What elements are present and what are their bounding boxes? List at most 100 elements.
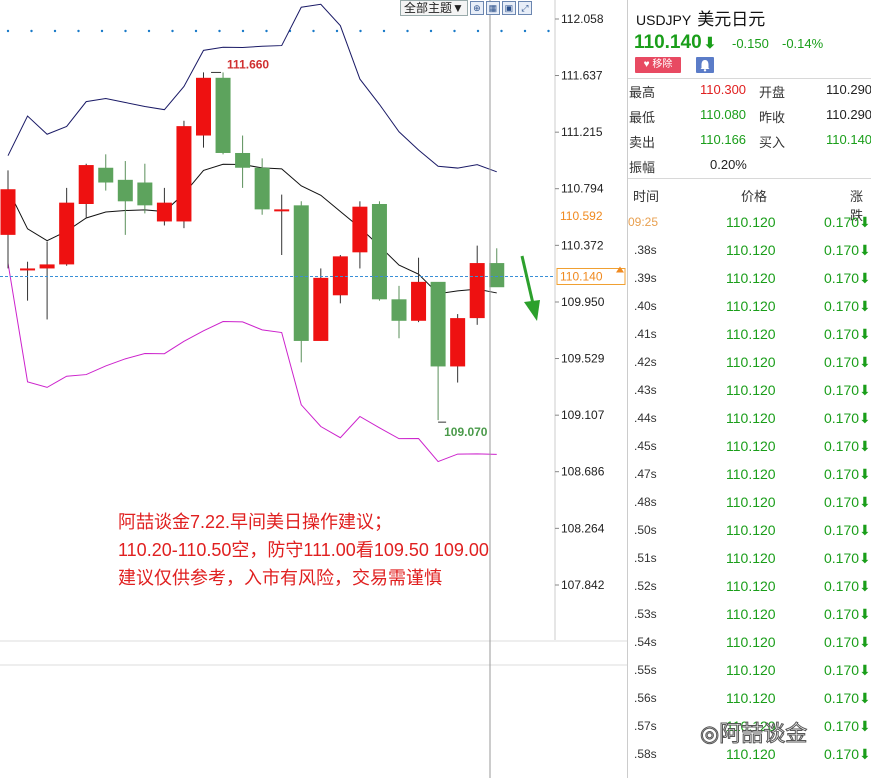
candle-body [391,299,407,321]
tick-price: 110.120 [726,354,776,370]
session-dot [335,29,339,33]
tick-price: 110.120 [726,466,776,482]
down-arrow-icon: ⬇ [859,270,871,286]
tick-price: 110.120 [726,522,776,538]
down-arrow-icon: ⬇ [859,298,871,314]
tick-row[interactable]: .40s 110.120 0.170⬇ [628,292,871,320]
down-arrow-icon: ⬇ [859,494,871,510]
tick-row[interactable]: .43s 110.120 0.170⬇ [628,376,871,404]
candlestick-chart[interactable]: 112.058 111.637 111.215 110.794 110.372 109.9… [0,0,627,778]
tick-row[interactable]: .50s 110.120 0.170⬇ [628,516,871,544]
tick-time: .58s [634,747,657,761]
session-dot [500,29,503,33]
tick-row[interactable]: .48s 110.120 0.170⬇ [628,488,871,516]
tick-row[interactable]: .54s 110.120 0.170⬇ [628,628,871,656]
col-header-change: 涨跌 [850,189,864,223]
fit-icon[interactable]: ⤢ [517,1,532,15]
session-dot [429,29,433,33]
tick-change: 0.170⬇ [824,298,871,314]
lower-band-line [7,262,497,463]
down-arrow-icon [520,255,536,309]
y-tick-label: 111.637 [561,69,603,83]
tick-time: .39s [634,271,657,285]
annotation-line-2: 110.20-110.50空，防守111.00看109.50 109.00 [118,540,489,560]
tick-change: 0.170⬇ [824,606,871,622]
tick-change: 0.170⬇ [824,214,871,230]
down-arrow-icon: ⬇ [859,522,871,538]
chart-pane[interactable]: 112.058 111.637 111.215 110.794 110.372 109.9… [0,0,627,778]
tick-price: 110.120 [726,438,776,454]
tick-time: .42s [634,355,657,369]
candle-body [176,126,192,222]
candle-body [450,318,466,367]
weibo-logo-icon: ◎ [699,722,720,748]
candle-body [0,189,16,235]
tick-row[interactable]: .57s 110.120 0.170⬇ [628,712,871,740]
down-arrow-icon: ⬇ [859,634,871,650]
session-dot [194,29,198,33]
candle-body [117,179,133,202]
current-price-box [556,267,626,285]
y-tick-label: 108.264 [561,521,605,535]
session-dot [265,29,268,33]
tick-row[interactable]: .47s 110.120 0.170⬇ [628,460,871,488]
chart-toolbar: 全部主题▼ ⊕ ▦ ▣ ⤢ [400,0,532,16]
expand-icon[interactable]: ⊕ [469,1,484,15]
annotation-line-3: 建议仅供参考，入市有风险，交易需谨慎 [118,568,442,588]
theme-dropdown[interactable]: 全部主题▼ [400,0,468,16]
down-arrow-icon: ⬇ [859,354,871,370]
tick-time: .47s [634,467,657,481]
tick-change: 0.170⬇ [824,270,871,286]
tick-row[interactable]: 09:25 110.120 0.170⬇ [628,208,871,236]
tick-row[interactable]: .52s 110.120 0.170⬇ [628,572,871,600]
remove-watchlist-button[interactable]: ♥ 移除 [635,57,681,73]
tick-row[interactable]: .55s 110.120 0.170⬇ [628,656,871,684]
watermark-text: ◎阿喆谈金 [699,722,808,748]
tick-change: 0.170⬇ [824,746,871,762]
tick-time: .38s [634,243,657,257]
tick-row[interactable]: .58s 110.120 0.170⬇ [628,740,871,768]
tick-time: .55s [634,663,657,677]
candle-body [156,202,172,222]
candle-body [78,165,94,204]
tick-row[interactable]: .38s 110.120 0.170⬇ [628,236,871,264]
down-arrow-icon: ⬇ [859,718,871,734]
y-tick-label: 110.794 [561,182,604,196]
candle-body [274,209,290,212]
tick-row[interactable]: .45s 110.120 0.170⬇ [628,432,871,460]
candle-body [137,182,153,206]
tick-row[interactable]: .56s 110.120 0.170⬇ [628,684,871,712]
candle-body [489,263,505,288]
down-arrow-icon: ⬇ [859,242,871,258]
alert-button[interactable] [696,57,714,73]
candle-body [39,264,55,269]
y-tick-label: 111.215 [561,125,603,139]
tick-row[interactable]: .51s 110.120 0.170⬇ [628,544,871,572]
candle-body [235,152,251,168]
down-arrow-icon: ⬇ [859,326,871,342]
tick-row[interactable]: .53s 110.120 0.170⬇ [628,600,871,628]
fullscreen-icon[interactable]: ▦ [485,1,500,15]
session-dot [406,29,409,33]
candle-body [293,205,309,341]
tick-change: 0.170⬇ [824,410,871,426]
tick-row[interactable]: .39s 110.120 0.170⬇ [628,264,871,292]
tick-change: 0.170⬇ [824,242,871,258]
session-dot [382,29,386,33]
tick-price: 110.120 [726,718,776,734]
y-tick-label: 110.372 [561,238,604,252]
low-label: 109.070 [444,425,488,439]
middle-band-line [7,163,497,295]
restore-icon[interactable]: ▣ [501,1,516,15]
tick-price: 110.120 [726,298,776,314]
tick-row[interactable]: .41s 110.120 0.170⬇ [628,320,871,348]
tick-change: 0.170⬇ [824,466,871,482]
y-tick-label: 107.842 [561,578,605,592]
col-header-time: 时间 [633,189,660,204]
tick-row[interactable]: .42s 110.120 0.170⬇ [628,348,871,376]
tick-row[interactable]: .44s 110.120 0.170⬇ [628,404,871,432]
y-tick-label: 108.686 [561,465,605,479]
session-dot [218,29,221,33]
tick-time: .52s [634,579,657,593]
candle-body [352,206,368,253]
